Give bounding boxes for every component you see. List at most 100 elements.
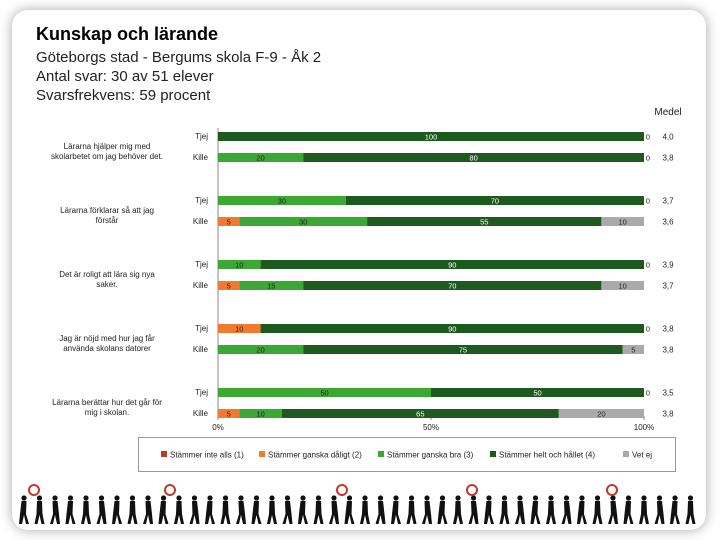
person-silhouette-icon	[65, 495, 76, 524]
question-label: Lärarna förklarar så att jag förstår	[60, 206, 154, 225]
legend-swatch	[161, 451, 167, 457]
data-label: 0	[646, 325, 650, 334]
group-label: Kille	[193, 153, 209, 162]
person-silhouette-icon	[112, 495, 122, 524]
person-silhouette-icon	[236, 495, 246, 524]
person-silhouette-icon	[484, 495, 494, 524]
bar-segment	[303, 153, 644, 162]
response-rate: Svarsfrekvens: 59 procent	[36, 87, 211, 104]
group-label: Kille	[193, 281, 209, 290]
group-label: Tjej	[195, 388, 208, 397]
person-silhouette-icon	[34, 495, 45, 524]
silhouette-footer	[19, 484, 696, 524]
data-label: 20	[256, 346, 264, 355]
person-silhouette-icon	[639, 495, 649, 524]
person-silhouette-icon	[158, 495, 169, 524]
target-icon	[336, 484, 348, 496]
person-silhouette-icon	[592, 495, 603, 524]
bar-segment	[367, 217, 602, 226]
mean-value: 3,7	[662, 197, 674, 206]
data-label: 5	[227, 410, 231, 419]
bar-segment	[431, 388, 644, 397]
group-label: Kille	[193, 409, 209, 418]
bar-segment	[218, 281, 240, 290]
data-label: 30	[299, 218, 307, 227]
bar-segment	[218, 153, 304, 162]
person-silhouette-icon	[422, 495, 432, 524]
group-label: Tjej	[195, 324, 208, 333]
data-label: 20	[256, 154, 264, 163]
person-silhouette-icon	[437, 495, 448, 524]
person-silhouette-icon	[313, 495, 324, 524]
legend-swatch	[623, 451, 629, 457]
person-silhouette-icon	[282, 495, 293, 524]
bar-segment	[239, 281, 304, 290]
bar-segment	[239, 217, 368, 226]
data-label: 10	[235, 261, 243, 270]
bar-segment	[218, 388, 431, 397]
person-silhouette-icon	[530, 495, 541, 524]
data-label: 0	[646, 261, 650, 270]
data-label: 5	[227, 282, 231, 291]
data-label: 0	[646, 389, 650, 398]
bar-segment	[622, 345, 644, 354]
person-silhouette-icon	[468, 495, 479, 524]
bar-segment	[303, 345, 623, 354]
mean-value: 3,8	[662, 154, 674, 163]
group-label: Tjej	[195, 260, 208, 269]
person-silhouette-icon	[81, 495, 91, 524]
data-label: 5	[631, 346, 635, 355]
legend-swatch	[378, 451, 384, 457]
legend-label: Vet ej	[632, 451, 652, 460]
x-tick-label: 0%	[212, 423, 224, 432]
group-label: Tjej	[195, 196, 208, 205]
target-icon	[466, 484, 478, 496]
person-silhouette-icon	[267, 495, 277, 524]
target-icon	[606, 484, 618, 496]
data-label: 10	[619, 218, 627, 227]
mean-value: 3,5	[662, 389, 674, 398]
bar-segment	[239, 409, 282, 418]
data-label: 0	[646, 154, 650, 163]
person-silhouette-icon	[375, 495, 386, 524]
person-silhouette-icon	[189, 495, 200, 524]
question-label: Jag är nöjd med hur jag får använda skola…	[59, 334, 155, 353]
chart-legend: Stämmer inte alls (1) Stämmer ganska dåli…	[138, 437, 676, 472]
question-label: Lärarna hjälper mig med skolarbetet om ja…	[51, 142, 163, 161]
person-silhouette-icon	[670, 495, 680, 524]
group-label: Kille	[193, 345, 209, 354]
person-silhouette-icon	[577, 495, 587, 524]
data-label: 0	[646, 133, 650, 142]
person-silhouette-icon	[561, 495, 572, 524]
mean-value: 4,0	[662, 133, 674, 142]
person-silhouette-icon	[391, 495, 401, 524]
data-label: 55	[480, 218, 488, 227]
person-silhouette-icon	[608, 495, 618, 524]
person-silhouette-icon	[127, 495, 138, 524]
data-label: 80	[469, 154, 477, 163]
bar-segment	[218, 132, 644, 141]
person-silhouette-icon	[205, 495, 215, 524]
data-label: 75	[459, 346, 467, 355]
person-silhouette-icon	[546, 495, 556, 524]
person-silhouette-icon	[623, 495, 634, 524]
page-title: Kunskap och lärande	[36, 24, 219, 44]
data-label: 90	[448, 325, 456, 334]
target-icon	[164, 484, 176, 496]
data-label: 0	[646, 197, 650, 206]
legend-label: Stämmer helt och hållet (4)	[499, 451, 595, 460]
legend-label: Stämmer ganska dåligt (2)	[268, 451, 362, 460]
person-silhouette-icon	[329, 495, 339, 524]
mean-value: 3,6	[662, 218, 674, 227]
data-label: 10	[235, 325, 243, 334]
bar-segment	[558, 409, 644, 418]
person-silhouette-icon	[515, 495, 525, 524]
bar-segment	[218, 324, 261, 333]
data-label: 15	[267, 282, 275, 291]
bar-segment	[303, 281, 602, 290]
person-silhouette-icon	[406, 495, 417, 524]
person-silhouette-icon	[685, 495, 696, 524]
bar-segment	[345, 196, 644, 205]
person-silhouette-icon	[96, 495, 107, 524]
data-label: 100	[425, 133, 438, 142]
